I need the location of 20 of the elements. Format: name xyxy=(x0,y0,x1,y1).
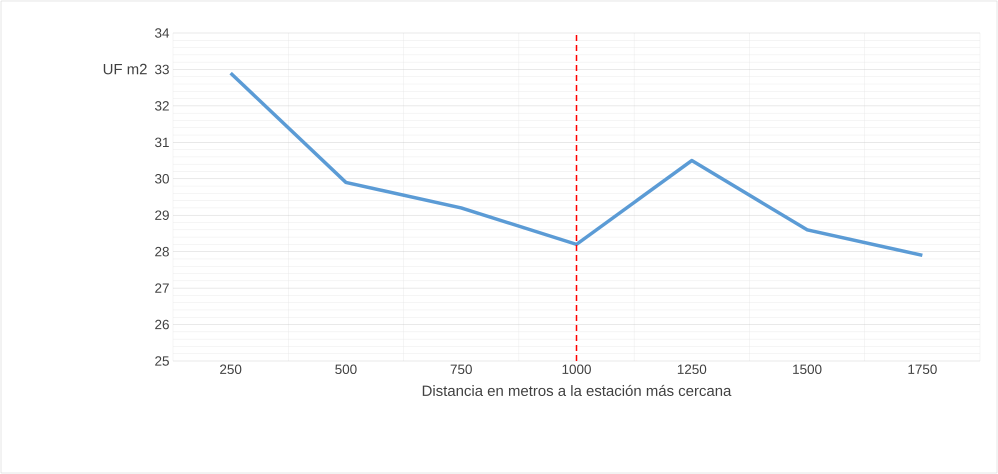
x-tick-label: 1250 xyxy=(678,364,706,374)
x-tick-label: 250 xyxy=(220,364,242,374)
y-tick-label: 29 xyxy=(155,210,169,220)
x-tick-label: 1000 xyxy=(562,364,591,374)
y-axis-title: UF m2 xyxy=(104,64,147,74)
y-tick-label: 30 xyxy=(155,174,169,184)
y-tick-label: 25 xyxy=(155,356,169,366)
line-series xyxy=(228,71,924,258)
x-tick-label: 500 xyxy=(335,364,357,374)
y-tick-label: 34 xyxy=(155,28,170,38)
x-tick-label: 750 xyxy=(450,364,472,374)
x-tick-label: 1750 xyxy=(908,364,937,374)
y-tick-label: 28 xyxy=(155,246,169,256)
y-tick-label: 33 xyxy=(155,64,169,74)
y-tick-label: 26 xyxy=(155,320,169,330)
x-axis-title: Distancia en metros a la estación más cercana xyxy=(422,384,732,396)
y-tick-label: 31 xyxy=(155,138,169,148)
y-tick-label: 27 xyxy=(155,283,169,293)
y-tick-label: 32 xyxy=(155,101,169,111)
x-tick-label: 1500 xyxy=(793,364,822,374)
